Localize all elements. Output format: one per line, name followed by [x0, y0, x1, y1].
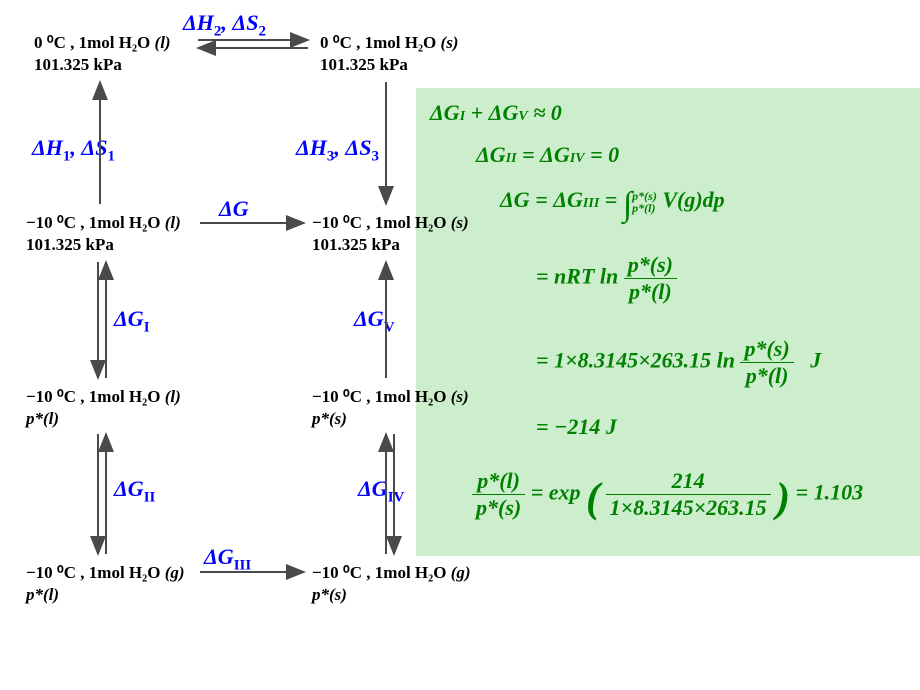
eq-line7: p*(l)p*(s) = exp ( 2141×8.3145×263.15 ) … [472, 468, 863, 523]
state-d1: −10 ⁰C , 1mol H₂O (g) p*(l) [26, 562, 185, 606]
state-b2-line1: −10 ⁰C , 1mol H₂O (s) [312, 213, 469, 232]
state-a2-line2: 101.325 kPa [320, 55, 408, 74]
eq-line6: = −214 J [536, 414, 617, 440]
eq-line4: = nRT ln p*(s)p*(l) [536, 252, 677, 305]
label-h1s1: ΔH1, ΔS1 [32, 135, 115, 165]
state-b2: −10 ⁰C , 1mol H₂O (s) 101.325 kPa [312, 212, 469, 256]
state-b1: −10 ⁰C , 1mol H₂O (l) 101.325 kPa [26, 212, 181, 256]
state-d2: −10 ⁰C , 1mol H₂O (g) p*(s) [312, 562, 471, 606]
label-gIII: ΔGIII [204, 544, 251, 574]
label-gIV: ΔGIV [358, 476, 404, 506]
state-d1-line2: p*(l) [26, 585, 59, 604]
state-a1-line1: 0 ⁰C , 1mol H₂O (l) [34, 33, 171, 52]
state-c1: −10 ⁰C , 1mol H₂O (l) p*(l) [26, 386, 181, 430]
state-a2: 0 ⁰C , 1mol H₂O (s) 101.325 kPa [320, 32, 458, 76]
state-a1: 0 ⁰C , 1mol H₂O (l) 101.325 kPa [34, 32, 171, 76]
state-c2: −10 ⁰C , 1mol H₂O (s) p*(s) [312, 386, 469, 430]
eq-line2: ΔGII = ΔGIV = 0 [476, 142, 619, 168]
state-c2-line1: −10 ⁰C , 1mol H₂O (s) [312, 387, 469, 406]
state-d1-line1: −10 ⁰C , 1mol H₂O (g) [26, 563, 185, 582]
label-h3s3: ΔH3, ΔS3 [296, 135, 379, 165]
state-a2-line1: 0 ⁰C , 1mol H₂O (s) [320, 33, 458, 52]
state-b1-line1: −10 ⁰C , 1mol H₂O (l) [26, 213, 181, 232]
state-c1-line2: p*(l) [26, 409, 59, 428]
state-b1-line2: 101.325 kPa [26, 235, 114, 254]
label-dg: ΔG [219, 196, 249, 222]
label-h2s2: ΔH2, ΔS2 [183, 10, 266, 40]
state-c2-line2: p*(s) [312, 409, 347, 428]
eq-line3: ΔG = ΔGIII = ∫p*(s)p*(l) V(g)dp [500, 186, 725, 224]
state-c1-line1: −10 ⁰C , 1mol H₂O (l) [26, 387, 181, 406]
eq-line5: = 1×8.3145×263.15 ln p*(s)p*(l) J [536, 336, 821, 389]
state-d2-line2: p*(s) [312, 585, 347, 604]
state-d2-line1: −10 ⁰C , 1mol H₂O (g) [312, 563, 471, 582]
state-a1-line2: 101.325 kPa [34, 55, 122, 74]
state-b2-line2: 101.325 kPa [312, 235, 400, 254]
label-gV: ΔGV [354, 306, 395, 336]
eq-line1: ΔGI + ΔGV ≈ 0 [430, 100, 562, 126]
label-gII: ΔGII [114, 476, 155, 506]
label-gI: ΔGI [114, 306, 150, 336]
